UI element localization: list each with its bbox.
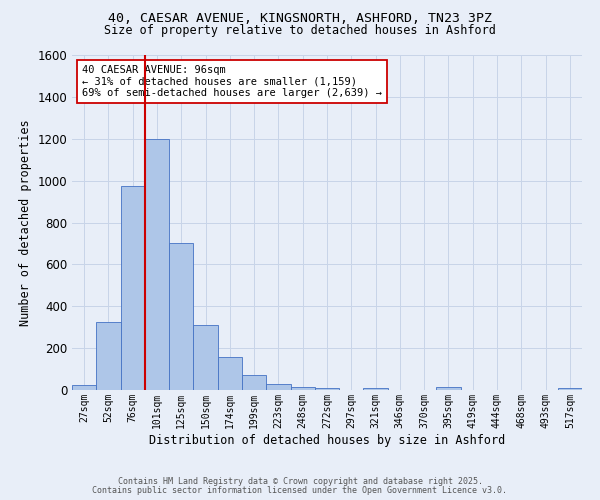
Bar <box>218 356 242 390</box>
Text: Size of property relative to detached houses in Ashford: Size of property relative to detached ho… <box>104 24 496 37</box>
Bar <box>436 388 461 390</box>
Text: Contains HM Land Registry data © Crown copyright and database right 2025.: Contains HM Land Registry data © Crown c… <box>118 477 482 486</box>
X-axis label: Distribution of detached houses by size in Ashford: Distribution of detached houses by size … <box>149 434 505 446</box>
Bar <box>242 376 266 390</box>
Bar <box>145 138 169 390</box>
Text: 40, CAESAR AVENUE, KINGSNORTH, ASHFORD, TN23 3PZ: 40, CAESAR AVENUE, KINGSNORTH, ASHFORD, … <box>108 12 492 26</box>
Bar <box>169 244 193 390</box>
Y-axis label: Number of detached properties: Number of detached properties <box>19 119 32 326</box>
Bar <box>558 388 582 390</box>
Bar <box>96 322 121 390</box>
Bar <box>315 388 339 390</box>
Bar <box>193 325 218 390</box>
Bar <box>364 388 388 390</box>
Text: 40 CAESAR AVENUE: 96sqm
← 31% of detached houses are smaller (1,159)
69% of semi: 40 CAESAR AVENUE: 96sqm ← 31% of detache… <box>82 65 382 98</box>
Bar <box>266 384 290 390</box>
Bar <box>290 387 315 390</box>
Bar <box>72 385 96 390</box>
Bar <box>121 186 145 390</box>
Text: Contains public sector information licensed under the Open Government Licence v3: Contains public sector information licen… <box>92 486 508 495</box>
